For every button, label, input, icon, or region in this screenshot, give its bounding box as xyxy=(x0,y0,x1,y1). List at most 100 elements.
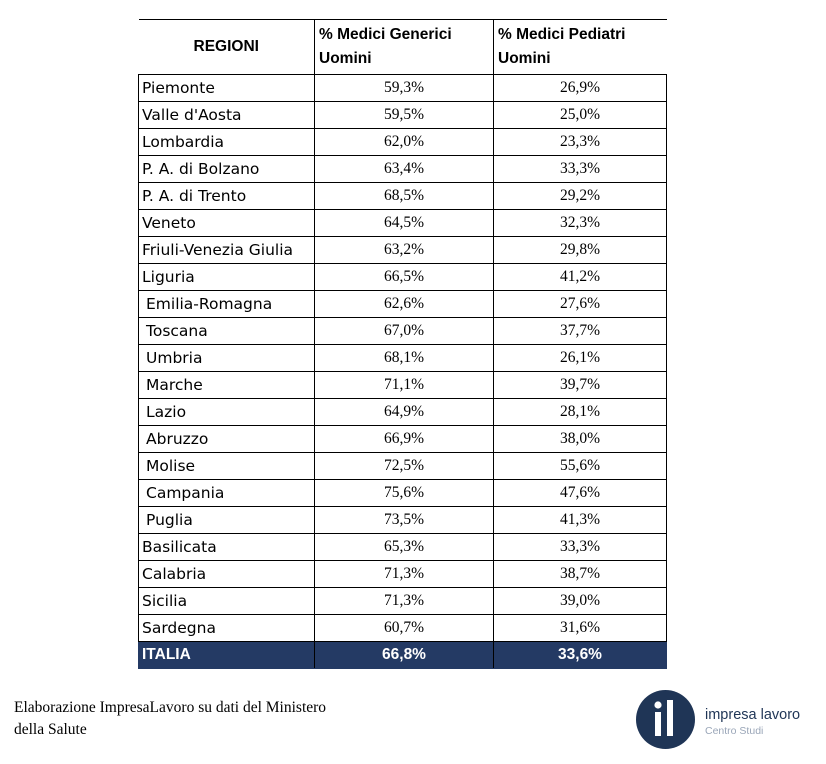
header-medici-pediatri-line2: Uomini xyxy=(498,50,551,67)
ped-value-cell: 39,0% xyxy=(493,587,667,615)
table-row: P. A. di Trento 68,5% 29,2% xyxy=(138,182,667,210)
table-row: Calabria 71,3% 38,7% xyxy=(138,560,667,588)
logo-mark-icon xyxy=(636,690,695,749)
table-row: Campania 75,6% 47,6% xyxy=(138,479,667,507)
region-cell: Lazio xyxy=(138,398,315,426)
impresa-lavoro-logo: impresa lavoro Centro Studi xyxy=(636,690,816,752)
gp-value-cell: 60,7% xyxy=(314,614,494,642)
ped-value-cell: 26,1% xyxy=(493,344,667,372)
table-row: Abruzzo 66,9% 38,0% xyxy=(138,425,667,453)
region-cell: Emilia-Romagna xyxy=(138,290,315,318)
table-row: Toscana 67,0% 37,7% xyxy=(138,317,667,345)
gp-value-cell: 66,9% xyxy=(314,425,494,453)
gp-value-cell: 68,1% xyxy=(314,344,494,372)
logo-name: impresa lavoro xyxy=(705,707,801,723)
ped-value-cell: 38,0% xyxy=(493,425,667,453)
gp-value-cell: 64,5% xyxy=(314,209,494,237)
total-gp-value-cell: 66,8% xyxy=(314,641,494,669)
region-cell: Calabria xyxy=(138,560,315,588)
region-cell: Molise xyxy=(138,452,315,480)
header-medici-pediatri: % Medici Pediatri Uomini xyxy=(493,19,667,75)
ped-value-cell: 29,8% xyxy=(493,236,667,264)
region-cell: Puglia xyxy=(138,506,315,534)
ped-value-cell: 33,3% xyxy=(493,533,667,561)
table-row: Sicilia 71,3% 39,0% xyxy=(138,587,667,615)
header-regioni: REGIONI xyxy=(138,19,315,75)
ped-value-cell: 33,3% xyxy=(493,155,667,183)
gp-value-cell: 71,1% xyxy=(314,371,494,399)
data-table: REGIONI % Medici Generici Uomini % Medici… xyxy=(138,19,667,669)
region-cell: Liguria xyxy=(138,263,315,291)
region-cell: P. A. di Trento xyxy=(138,182,315,210)
gp-value-cell: 63,2% xyxy=(314,236,494,264)
region-cell: Toscana xyxy=(138,317,315,345)
source-caption: Elaborazione ImpresaLavoro su dati del M… xyxy=(14,697,394,741)
table-row: Sardegna 60,7% 31,6% xyxy=(138,614,667,642)
region-cell: Sardegna xyxy=(138,614,315,642)
gp-value-cell: 62,0% xyxy=(314,128,494,156)
gp-value-cell: 59,5% xyxy=(314,101,494,129)
ped-value-cell: 55,6% xyxy=(493,452,667,480)
region-cell: Sicilia xyxy=(138,587,315,615)
logo-subtitle: Centro Studi xyxy=(705,725,764,737)
region-cell: Friuli-Venezia Giulia xyxy=(138,236,315,264)
table-row: Piemonte 59,3% 26,9% xyxy=(138,74,667,102)
ped-value-cell: 31,6% xyxy=(493,614,667,642)
gp-value-cell: 72,5% xyxy=(314,452,494,480)
table-row: Lombardia 62,0% 23,3% xyxy=(138,128,667,156)
ped-value-cell: 26,9% xyxy=(493,74,667,102)
table-row: Lazio 64,9% 28,1% xyxy=(138,398,667,426)
gp-value-cell: 66,5% xyxy=(314,263,494,291)
gp-value-cell: 71,3% xyxy=(314,560,494,588)
table-row: Umbria 68,1% 26,1% xyxy=(138,344,667,372)
gp-value-cell: 71,3% xyxy=(314,587,494,615)
gp-value-cell: 67,0% xyxy=(314,317,494,345)
ped-value-cell: 25,0% xyxy=(493,101,667,129)
ped-value-cell: 23,3% xyxy=(493,128,667,156)
gp-value-cell: 75,6% xyxy=(314,479,494,507)
total-ped-value-cell: 33,6% xyxy=(493,641,667,669)
table-row: Marche 71,1% 39,7% xyxy=(138,371,667,399)
total-region-cell: ITALIA xyxy=(138,641,315,669)
region-cell: Veneto xyxy=(138,209,315,237)
table-row: Liguria 66,5% 41,2% xyxy=(138,263,667,291)
header-row: REGIONI % Medici Generici Uomini % Medici… xyxy=(138,19,667,75)
gp-value-cell: 68,5% xyxy=(314,182,494,210)
ped-value-cell: 41,2% xyxy=(493,263,667,291)
ped-value-cell: 37,7% xyxy=(493,317,667,345)
header-medici-generici-line2: Uomini xyxy=(319,50,372,67)
ped-value-cell: 41,3% xyxy=(493,506,667,534)
region-cell: Marche xyxy=(138,371,315,399)
region-cell: Valle d'Aosta xyxy=(138,101,315,129)
table-row: Valle d'Aosta 59,5% 25,0% xyxy=(138,101,667,129)
table-row: Veneto 64,5% 32,3% xyxy=(138,209,667,237)
ped-value-cell: 27,6% xyxy=(493,290,667,318)
gp-value-cell: 64,9% xyxy=(314,398,494,426)
region-cell: Piemonte xyxy=(138,74,315,102)
ped-value-cell: 28,1% xyxy=(493,398,667,426)
region-cell: Basilicata xyxy=(138,533,315,561)
gp-value-cell: 65,3% xyxy=(314,533,494,561)
header-medici-pediatri-line1: % Medici Pediatri xyxy=(498,26,626,43)
region-cell: Campania xyxy=(138,479,315,507)
total-row-italia: ITALIA 66,8% 33,6% xyxy=(138,641,667,669)
table-row: P. A. di Bolzano 63,4% 33,3% xyxy=(138,155,667,183)
table-row: Puglia 73,5% 41,3% xyxy=(138,506,667,534)
ped-value-cell: 38,7% xyxy=(493,560,667,588)
ped-value-cell: 47,6% xyxy=(493,479,667,507)
header-medici-generici-line1: % Medici Generici xyxy=(319,26,452,43)
region-cell: Lombardia xyxy=(138,128,315,156)
source-caption-line2: della Salute xyxy=(14,721,87,738)
table-row: Basilicata 65,3% 33,3% xyxy=(138,533,667,561)
table-row: Emilia-Romagna 62,6% 27,6% xyxy=(138,290,667,318)
gp-value-cell: 73,5% xyxy=(314,506,494,534)
region-cell: Umbria xyxy=(138,344,315,372)
table-row: Friuli-Venezia Giulia 63,2% 29,8% xyxy=(138,236,667,264)
header-medici-generici: % Medici Generici Uomini xyxy=(314,19,494,75)
source-caption-line1: Elaborazione ImpresaLavoro su dati del M… xyxy=(14,699,327,716)
ped-value-cell: 29,2% xyxy=(493,182,667,210)
gp-value-cell: 63,4% xyxy=(314,155,494,183)
region-cell: P. A. di Bolzano xyxy=(138,155,315,183)
ped-value-cell: 39,7% xyxy=(493,371,667,399)
region-cell: Abruzzo xyxy=(138,425,315,453)
